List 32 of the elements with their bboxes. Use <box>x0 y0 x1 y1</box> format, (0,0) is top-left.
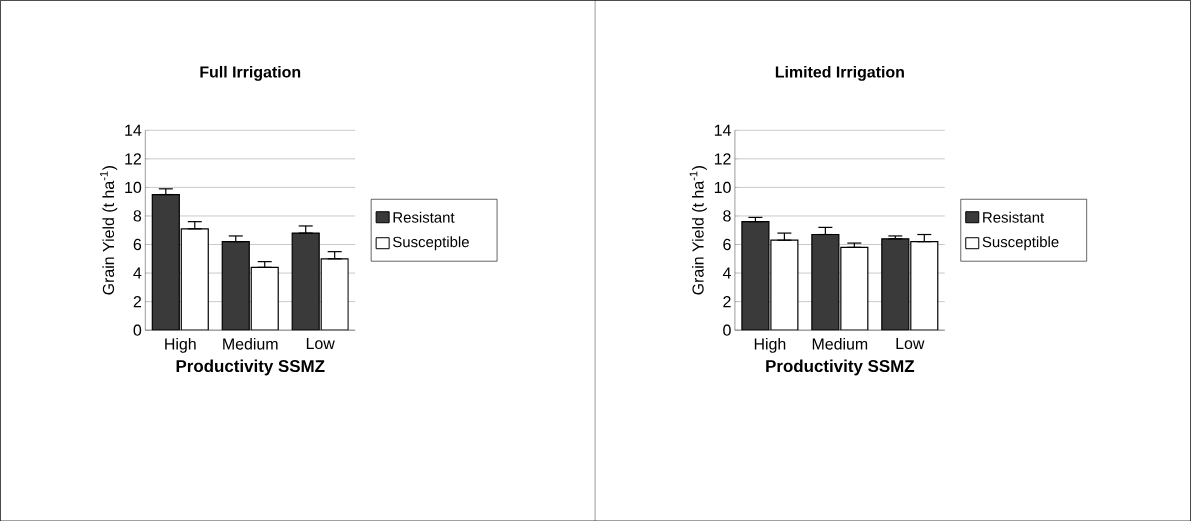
x-tick-label: High <box>754 337 786 353</box>
x-axis-title: Productivity SSMZ <box>766 359 915 376</box>
x-tick-label: Low <box>306 337 335 349</box>
y-tick-label: 8 <box>723 210 731 222</box>
text: Susceptible <box>393 236 469 250</box>
y-tick-label: 10 <box>125 181 142 193</box>
legend-label: Resistant <box>393 211 455 223</box>
y-tick-label: 6 <box>133 238 142 250</box>
chart-title: Full Irrigation <box>200 65 301 81</box>
y-axis-title: Grain Yield (t ha$^{-1}$) <box>100 165 118 295</box>
y-tick-label: 2 <box>723 295 731 307</box>
y-tick-label: 12 <box>125 153 141 165</box>
y-tick-label: 8 <box>133 210 142 222</box>
x-tick-label: High <box>165 337 196 353</box>
y-axis-title: Grain Yield (t ha$^{-1}$) <box>689 165 707 295</box>
x-tick-label: Low <box>896 337 925 349</box>
y-tick-label: 2 <box>133 295 141 307</box>
y-tick-label: 0 <box>723 324 731 336</box>
y-tick-label: 10 <box>714 181 731 193</box>
y-tick-label: 14 <box>125 124 142 136</box>
y-tick-label: 14 <box>714 124 731 136</box>
y-tick-label: 0 <box>133 324 142 336</box>
y-tick-label: 6 <box>723 238 731 250</box>
legend-label: Resistant <box>983 211 1045 223</box>
x-tick-label: Medium <box>223 337 278 350</box>
y-tick-label: 4 <box>722 267 731 279</box>
y-tick-label: 4 <box>133 267 142 279</box>
chart-title: Limited Irrigation <box>775 65 904 81</box>
text: Susceptible <box>982 236 1059 250</box>
y-tick-label: 12 <box>714 153 731 165</box>
x-axis-title: Productivity SSMZ <box>176 359 325 376</box>
x-tick-label: Medium <box>812 337 868 350</box>
